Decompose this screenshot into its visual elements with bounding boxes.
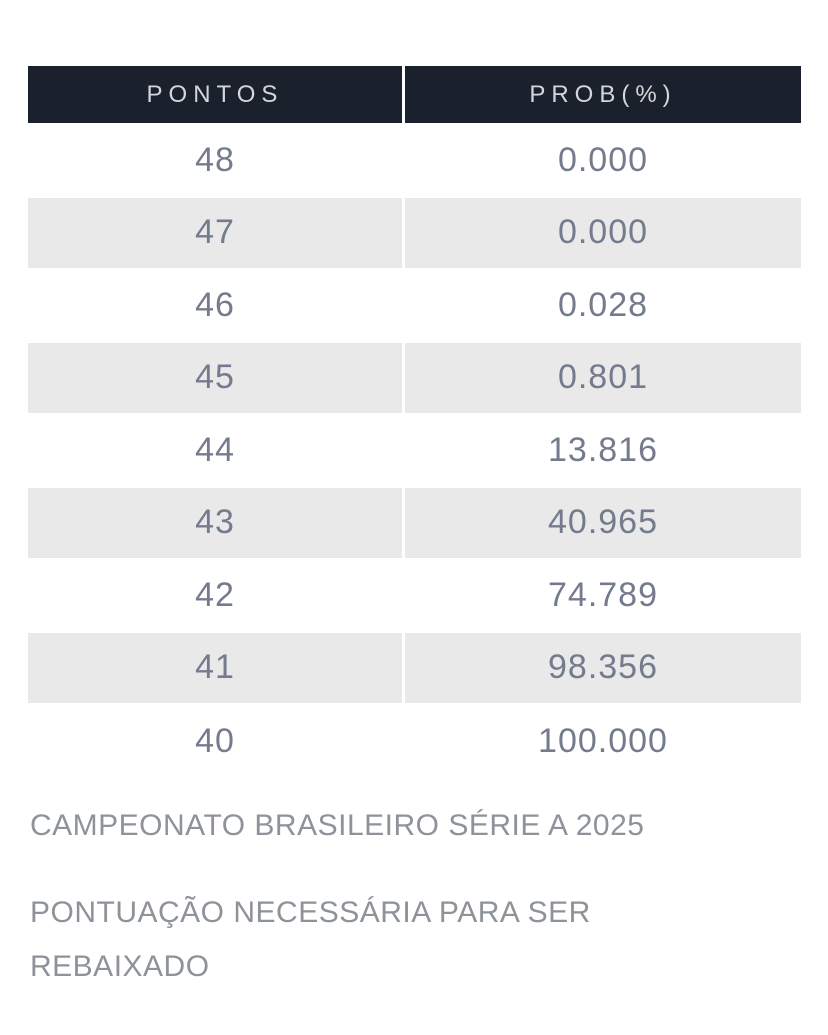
prob-cell: 74.789 bbox=[402, 560, 801, 631]
table-header-row: PONTOS PROB(%) bbox=[28, 66, 801, 125]
prob-cell: 40.965 bbox=[402, 487, 801, 558]
table-row: 42 74.789 bbox=[28, 560, 801, 633]
championship-caption: CAMPEONATO BRASILEIRO SÉRIE A 2025 bbox=[30, 809, 645, 842]
header-pontos: PONTOS bbox=[146, 80, 284, 108]
pontos-cell: 42 bbox=[195, 575, 235, 614]
table-row: 48 0.000 bbox=[28, 125, 801, 198]
prob-cell: 0.028 bbox=[402, 270, 801, 341]
table-row: 40 100.000 bbox=[28, 705, 801, 778]
prob-cell: 0.801 bbox=[402, 342, 801, 413]
caption-line: PONTUAÇÃO NECESSÁRIA PARA SER bbox=[30, 896, 591, 929]
table-row: 41 98.356 bbox=[28, 632, 801, 705]
pontos-cell: 43 bbox=[195, 503, 235, 542]
table-row: 45 0.801 bbox=[28, 342, 801, 415]
pontos-cell: 47 bbox=[195, 213, 235, 252]
prob-cell: 98.356 bbox=[402, 632, 801, 703]
prob-cell: 0.000 bbox=[402, 125, 801, 196]
pontos-cell: 44 bbox=[195, 430, 235, 469]
prob-cell: 0.000 bbox=[402, 197, 801, 268]
pontos-cell: 40 bbox=[195, 721, 235, 760]
table-description-caption: PONTUAÇÃO NECESSÁRIA PARA SER REBAIXADO bbox=[30, 886, 800, 994]
table-row: 43 40.965 bbox=[28, 487, 801, 560]
prob-cell: 100.000 bbox=[402, 705, 801, 778]
prob-cell: 13.816 bbox=[402, 415, 801, 486]
pontos-cell: 48 bbox=[195, 140, 235, 179]
header-prob: PROB(%) bbox=[402, 66, 801, 123]
pontos-cell: 45 bbox=[195, 358, 235, 397]
pontos-cell: 41 bbox=[195, 648, 235, 687]
probability-table: PONTOS PROB(%) 48 0.000 47 0.000 46 0.02… bbox=[28, 66, 801, 778]
table-row: 46 0.028 bbox=[28, 270, 801, 343]
caption-line: REBAIXADO bbox=[30, 950, 210, 983]
table-row: 47 0.000 bbox=[28, 197, 801, 270]
table-row: 44 13.816 bbox=[28, 415, 801, 488]
pontos-cell: 46 bbox=[195, 285, 235, 324]
